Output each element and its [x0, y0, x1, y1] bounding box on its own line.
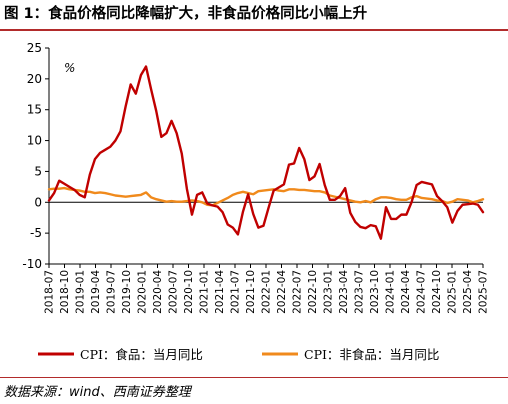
x-tick-label: 2022-04: [276, 270, 288, 314]
x-tick-label: 2022-01: [261, 270, 273, 314]
x-tick-label: 2024-01: [385, 270, 397, 314]
series-line-food: [47, 65, 485, 240]
footer-divider: [0, 377, 508, 378]
x-tick-label: 2019-04: [90, 270, 102, 314]
series-line-nonfood: [47, 186, 485, 207]
x-tick-label: 2023-07: [354, 270, 366, 314]
x-tick-label: 2018-10: [59, 270, 71, 314]
x-tick-label: 2024-07: [416, 270, 428, 314]
x-tick-label: 2025-07: [478, 270, 490, 314]
x-tick-label: 2021-04: [214, 270, 226, 314]
x-tick-label: 2024-04: [400, 270, 412, 314]
x-tick-label: 2020-04: [152, 270, 164, 314]
x-tick-label: 2024-10: [431, 270, 443, 314]
x-tick-label: 2023-01: [323, 270, 335, 314]
x-tick-label: 2019-01: [75, 270, 87, 314]
legend: CPI：食品：当月同比 CPI：非食品：当月同比: [38, 347, 439, 362]
x-tick-label: 2018-07: [44, 270, 56, 314]
x-tick-label: 2023-10: [369, 270, 381, 314]
unit-label: %: [64, 61, 75, 75]
y-tick-label: 20: [27, 72, 42, 86]
legend-label-food: CPI：食品：当月同比: [80, 347, 203, 362]
y-tick-label: -5: [30, 226, 42, 240]
x-tick-label: 2022-07: [292, 270, 304, 314]
x-tick-label: 2022-10: [307, 270, 319, 314]
source-note: 数据来源：wind、西南证券整理: [4, 385, 191, 400]
y-tick-label: 15: [27, 103, 42, 117]
x-tick-label: 2020-10: [183, 270, 195, 314]
x-tick-label: 2019-07: [106, 270, 118, 314]
chart-title: 图 1：食品价格同比降幅扩大，非食品价格同比小幅上升: [4, 6, 368, 22]
x-tick-label: 2025-01: [447, 270, 459, 314]
x-tick-label: 2025-04: [462, 270, 474, 314]
x-tick-label: 2023-04: [338, 270, 350, 314]
x-tick-label: 2020-01: [137, 270, 149, 314]
y-tick-label: 10: [27, 134, 42, 148]
legend-label-nonfood: CPI：非食品：当月同比: [304, 347, 439, 362]
y-tick-label: 5: [34, 164, 42, 178]
x-tick-label: 2021-01: [199, 270, 211, 314]
x-tick-label: 2021-10: [245, 270, 257, 314]
x-tick-label: 2021-07: [230, 270, 242, 314]
y-tick-label: 25: [27, 41, 42, 55]
title-divider: [0, 29, 508, 31]
x-tick-label: 2020-07: [168, 270, 180, 314]
y-tick-label: -10: [22, 257, 42, 271]
series-layer: [47, 65, 485, 240]
y-tick-label: 0: [34, 195, 42, 209]
x-tick-label: 2019-10: [121, 270, 133, 314]
